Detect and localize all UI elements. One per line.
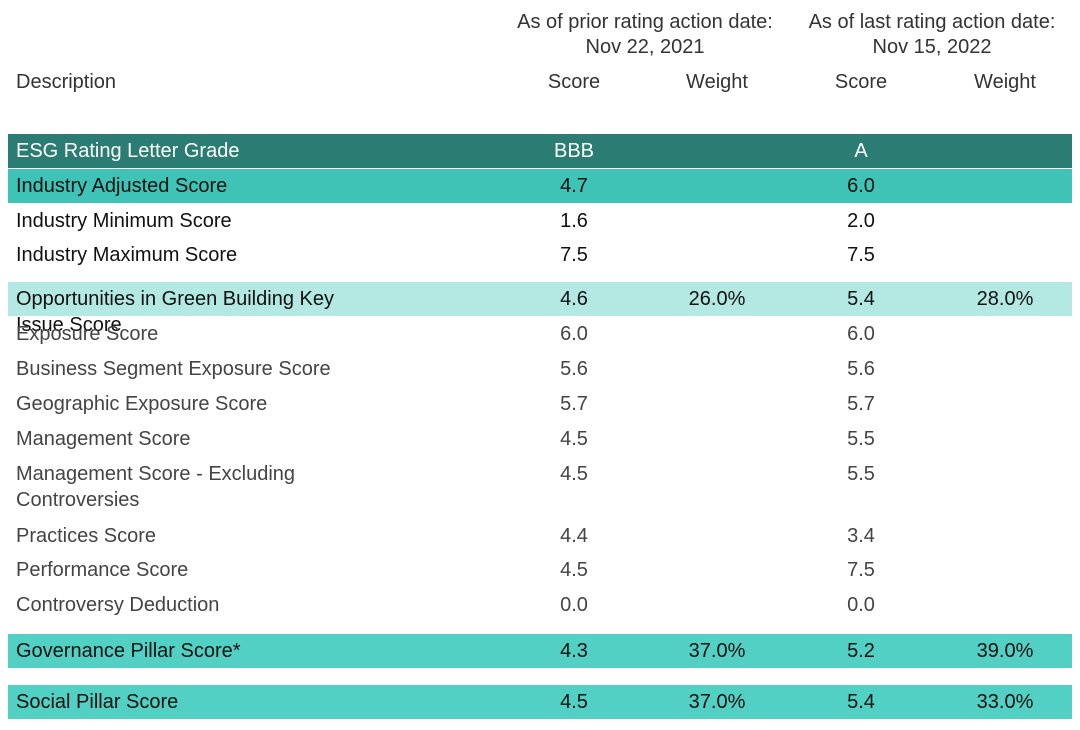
cell-value: 7.5 xyxy=(560,244,588,266)
cell-value: 4.3 xyxy=(560,640,588,662)
cell-value: 33.0% xyxy=(976,691,1034,713)
cell-value: 5.4 xyxy=(847,288,875,310)
cell-value: 4.7 xyxy=(560,175,588,197)
row-label: Industry Minimum Score xyxy=(16,210,232,232)
row-label: Practices Score xyxy=(16,525,157,547)
cell-value: 1.6 xyxy=(560,210,588,232)
row-label: Opportunities in Green Building Key Issu… xyxy=(16,288,334,336)
row-label: Controversy Deduction xyxy=(16,594,220,616)
column-header: Score xyxy=(547,71,601,93)
cell-value: 26.0% xyxy=(688,288,746,310)
cell-value: 37.0% xyxy=(688,640,746,662)
row-label: Exposure Score xyxy=(16,323,159,345)
cell-value: 4.5 xyxy=(560,428,588,450)
cell-value: 5.6 xyxy=(560,358,588,380)
column-header: Weight xyxy=(686,71,748,93)
table-row: Industry Minimum Score 1.6 2.0 xyxy=(8,204,1072,238)
row-label: Performance Score xyxy=(16,559,189,581)
row-label: Geographic Exposure Score xyxy=(16,393,268,415)
cell-value: 4.4 xyxy=(560,525,588,547)
cell-value: 4.5 xyxy=(560,691,588,713)
row-label: Management Score xyxy=(16,428,191,450)
table-row: Practices Score 4.4 3.4 xyxy=(8,519,1072,553)
cell-value: A xyxy=(854,140,868,162)
row-label: Social Pillar Score xyxy=(16,691,179,713)
cell-value: 4.6 xyxy=(560,288,588,310)
group-header: As of prior rating action date: xyxy=(517,11,773,33)
row-label: Governance Pillar Score* xyxy=(16,640,241,662)
cell-value: 5.4 xyxy=(847,691,875,713)
cell-value: 0.0 xyxy=(560,594,588,616)
row-label: Business Segment Exposure Score xyxy=(16,358,331,380)
cell-value: 7.5 xyxy=(847,559,875,581)
table-row: ESG Rating Letter Grade BBB A xyxy=(8,134,1072,168)
cell-value: 4.5 xyxy=(560,559,588,581)
cell-value: BBB xyxy=(553,140,595,162)
column-header: Weight xyxy=(974,71,1036,93)
cell-value: 2.0 xyxy=(847,210,875,232)
cell-value: 4.5 xyxy=(560,463,588,485)
cell-value: 5.6 xyxy=(847,358,875,380)
group-header: As of last rating action date: xyxy=(808,11,1056,33)
table-row: Opportunities in Green Building Key Issu… xyxy=(8,282,1072,336)
row-label: ESG Rating Letter Grade xyxy=(16,140,240,162)
cell-value: 39.0% xyxy=(976,640,1034,662)
group-header-date: Nov 15, 2022 xyxy=(872,36,992,58)
table-row: Industry Adjusted Score 4.7 6.0 xyxy=(8,169,1072,203)
table-row: Geographic Exposure Score 5.7 5.7 xyxy=(8,387,1072,422)
cell-value: 5.7 xyxy=(560,393,588,415)
cell-value: 6.0 xyxy=(560,323,588,345)
cell-value: 0.0 xyxy=(847,594,875,616)
group-header-date: Nov 22, 2021 xyxy=(585,36,705,58)
table-row: Business Segment Exposure Score 5.6 5.6 xyxy=(8,352,1072,387)
cell-value: 5.7 xyxy=(847,393,875,415)
table-row: Management Score - Excluding Controversi… xyxy=(8,457,1072,519)
table-row: Management Score 4.5 5.5 xyxy=(8,422,1072,457)
table-row: Exposure Score 6.0 6.0 xyxy=(8,317,1072,352)
cell-value: 5.5 xyxy=(847,428,875,450)
table-row: Social Pillar Score 4.5 37.0% 5.4 33.0% xyxy=(8,685,1072,719)
column-header: Score xyxy=(834,71,888,93)
cell-value: 7.5 xyxy=(847,244,875,266)
row-label: Management Score - Excluding Controversi… xyxy=(16,463,296,511)
row-label: Industry Adjusted Score xyxy=(16,175,228,197)
cell-value: 28.0% xyxy=(976,288,1034,310)
column-header: Description xyxy=(16,71,117,93)
table-row: Governance Pillar Score* 4.3 37.0% 5.2 39.0% xyxy=(8,634,1072,668)
cell-value: 37.0% xyxy=(688,691,746,713)
cell-value: 5.2 xyxy=(847,640,875,662)
cell-value: 3.4 xyxy=(847,525,875,547)
table-row: Industry Maximum Score 7.5 7.5 xyxy=(8,238,1072,272)
table-row: Controversy Deduction 0.0 0.0 xyxy=(8,588,1072,623)
cell-value: 6.0 xyxy=(847,323,875,345)
cell-value: 6.0 xyxy=(847,175,875,197)
row-label: Industry Maximum Score xyxy=(16,244,238,266)
cell-value: 5.5 xyxy=(847,463,875,485)
table-row: Performance Score 4.5 7.5 xyxy=(8,553,1072,588)
